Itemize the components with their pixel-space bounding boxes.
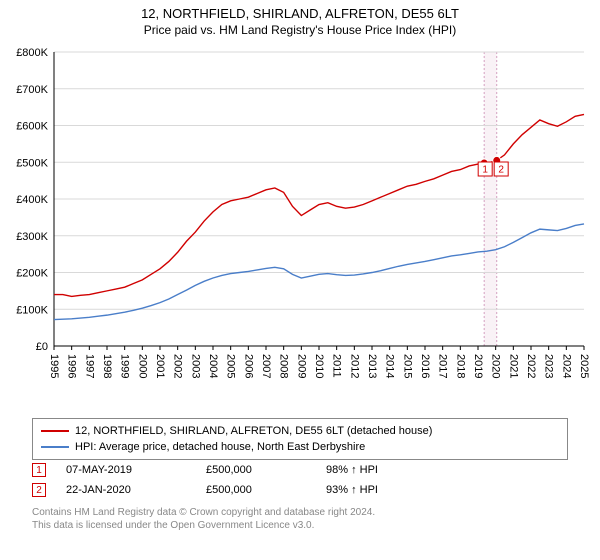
svg-text:2023: 2023 bbox=[543, 354, 555, 378]
svg-text:£300K: £300K bbox=[16, 231, 48, 243]
legend-item: HPI: Average price, detached house, Nort… bbox=[41, 439, 559, 455]
footer-line2: This data is licensed under the Open Gov… bbox=[32, 519, 568, 532]
svg-text:1999: 1999 bbox=[119, 354, 131, 378]
svg-text:2017: 2017 bbox=[437, 354, 449, 378]
svg-text:2019: 2019 bbox=[472, 354, 484, 378]
svg-text:2005: 2005 bbox=[225, 354, 237, 378]
svg-text:2006: 2006 bbox=[242, 354, 254, 378]
svg-text:2004: 2004 bbox=[207, 354, 219, 378]
svg-text:1996: 1996 bbox=[66, 354, 78, 378]
svg-text:1998: 1998 bbox=[101, 354, 113, 378]
svg-text:2007: 2007 bbox=[260, 354, 272, 378]
footer: Contains HM Land Registry data © Crown c… bbox=[32, 506, 568, 532]
svg-text:2016: 2016 bbox=[419, 354, 431, 378]
svg-text:£100K: £100K bbox=[16, 304, 48, 316]
svg-text:2000: 2000 bbox=[136, 354, 148, 378]
svg-text:1997: 1997 bbox=[83, 354, 95, 378]
svg-text:2018: 2018 bbox=[454, 354, 466, 378]
svg-text:2013: 2013 bbox=[366, 354, 378, 378]
sale-marker-badge: 1 bbox=[32, 463, 46, 477]
sale-date: 22-JAN-2020 bbox=[66, 484, 206, 496]
svg-text:2024: 2024 bbox=[560, 354, 572, 378]
svg-text:2020: 2020 bbox=[490, 354, 502, 378]
svg-text:£500K: £500K bbox=[16, 157, 48, 169]
chart-area: £0 £100K £200K £300K £400K £500K £600K £700K £80… bbox=[0, 46, 600, 406]
sale-marker-badge: 2 bbox=[32, 483, 46, 497]
sale-row: 2 22-JAN-2020 £500,000 93% ↑ HPI bbox=[32, 480, 568, 500]
svg-text:£600K: £600K bbox=[16, 121, 48, 133]
legend-swatch bbox=[41, 430, 69, 432]
sale-date: 07-MAY-2019 bbox=[66, 464, 206, 476]
legend-item: 12, NORTHFIELD, SHIRLAND, ALFRETON, DE55… bbox=[41, 423, 559, 439]
svg-text:2014: 2014 bbox=[384, 354, 396, 378]
svg-text:2009: 2009 bbox=[295, 354, 307, 378]
legend-label: HPI: Average price, detached house, Nort… bbox=[75, 439, 365, 455]
footer-line1: Contains HM Land Registry data © Crown c… bbox=[32, 506, 568, 519]
legend-label: 12, NORTHFIELD, SHIRLAND, ALFRETON, DE55… bbox=[75, 423, 432, 439]
sale-price: £500,000 bbox=[206, 464, 326, 476]
svg-text:£800K: £800K bbox=[16, 47, 48, 59]
svg-text:2022: 2022 bbox=[525, 354, 537, 378]
svg-text:2002: 2002 bbox=[172, 354, 184, 378]
legend-swatch bbox=[41, 446, 69, 448]
sale-row: 1 07-MAY-2019 £500,000 98% ↑ HPI bbox=[32, 460, 568, 480]
page-subtitle: Price paid vs. HM Land Registry's House … bbox=[0, 21, 600, 37]
page-title: 12, NORTHFIELD, SHIRLAND, ALFRETON, DE55… bbox=[0, 0, 600, 21]
svg-text:£0: £0 bbox=[36, 341, 48, 353]
svg-text:2010: 2010 bbox=[313, 354, 325, 378]
sale-price: £500,000 bbox=[206, 484, 326, 496]
svg-text:2001: 2001 bbox=[154, 354, 166, 378]
svg-text:£700K: £700K bbox=[16, 84, 48, 96]
svg-text:2011: 2011 bbox=[331, 354, 343, 378]
svg-text:£400K: £400K bbox=[16, 194, 48, 206]
svg-text:2021: 2021 bbox=[507, 354, 519, 378]
svg-text:2012: 2012 bbox=[348, 354, 360, 378]
legend: 12, NORTHFIELD, SHIRLAND, ALFRETON, DE55… bbox=[32, 418, 568, 460]
svg-text:2003: 2003 bbox=[189, 354, 201, 378]
svg-text:2015: 2015 bbox=[401, 354, 413, 378]
svg-text:£200K: £200K bbox=[16, 268, 48, 280]
sale-pct: 93% ↑ HPI bbox=[326, 484, 446, 496]
sales-table: 1 07-MAY-2019 £500,000 98% ↑ HPI 2 22-JA… bbox=[32, 460, 568, 500]
svg-text:1: 1 bbox=[482, 165, 488, 176]
sale-pct: 98% ↑ HPI bbox=[326, 464, 446, 476]
svg-text:2008: 2008 bbox=[278, 354, 290, 378]
svg-text:2025: 2025 bbox=[578, 354, 590, 378]
svg-text:2: 2 bbox=[498, 165, 504, 176]
svg-text:1995: 1995 bbox=[48, 354, 60, 378]
